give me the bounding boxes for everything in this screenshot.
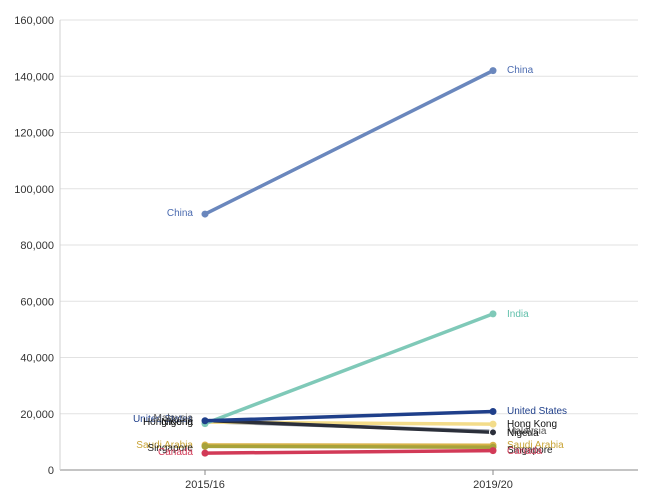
data-point-canada-2015-16 xyxy=(201,449,209,457)
data-point-china-2019-20 xyxy=(489,67,497,75)
gridlines xyxy=(60,19,638,471)
series-line-china xyxy=(203,68,495,216)
x-tick-label: 2015/16 xyxy=(185,479,225,491)
series-start-label-saudi-arabia: Saudi Arabia xyxy=(136,440,193,451)
series-line-canada xyxy=(203,448,495,455)
series-end-label-china: China xyxy=(507,65,534,76)
y-tick-label: 160,000 xyxy=(14,15,54,27)
series-end-label-nigeria: Nigeria xyxy=(507,428,539,439)
x-tick-label: 2019/20 xyxy=(473,479,513,491)
data-point-nigeria-2019-20 xyxy=(489,428,497,437)
y-tick-label: 120,000 xyxy=(14,128,54,140)
data-point-hong-kong-2019-20 xyxy=(489,420,497,428)
y-tick-label: 100,000 xyxy=(14,184,54,196)
series-end-label-hong-kong: Hong Kong xyxy=(507,419,557,430)
axes: 0 20,000 40,000 60,000 80,000 100,000 120,000 1… xyxy=(14,15,513,491)
series-end-label-canada: Canada xyxy=(507,446,542,457)
y-tick-label: 20,000 xyxy=(20,409,54,421)
data-point-india-2019-20 xyxy=(489,310,497,318)
series-end-label-india: India xyxy=(507,309,529,320)
data-point-singapore-2015-16 xyxy=(201,442,209,450)
series-line-india xyxy=(203,312,495,426)
series-start-label-nigeria: Nigeria xyxy=(161,417,193,428)
series-line-united-states xyxy=(203,409,495,423)
series-line-nigeria xyxy=(203,418,495,435)
data-point-china-2015-16 xyxy=(201,210,209,218)
data-point-united-states-2015-16 xyxy=(201,417,209,425)
series-lines xyxy=(201,67,497,457)
series-start-label-canada: Canada xyxy=(158,447,193,458)
y-tick-label: 0 xyxy=(48,465,54,477)
data-point-united-states-2019-20 xyxy=(489,408,497,415)
series-end-label-united-states: United States xyxy=(507,406,567,417)
series-start-label-malaysia: Malaysia xyxy=(154,413,194,424)
series-line-singapore xyxy=(203,444,495,449)
y-tick-label: 140,000 xyxy=(14,71,54,83)
series-labels: China China India United States United State… xyxy=(133,65,567,458)
series-start-label-united-states: United States xyxy=(133,414,193,425)
y-tick-label: 40,000 xyxy=(20,353,54,365)
data-point-canada-2019-20 xyxy=(489,447,497,455)
series-end-label-malaysia: Malaysia xyxy=(507,426,547,437)
series-end-label-singapore: Singapore xyxy=(507,445,553,456)
series-start-label-hong-kong: Hong Kong xyxy=(143,417,193,428)
series-start-label-china: China xyxy=(167,208,194,219)
series-start-label-singapore: Singapore xyxy=(147,443,193,454)
y-tick-label: 60,000 xyxy=(20,296,54,308)
y-tick-label: 80,000 xyxy=(20,240,54,252)
series-end-label-saudi-arabia: Saudi Arabia xyxy=(507,440,564,451)
